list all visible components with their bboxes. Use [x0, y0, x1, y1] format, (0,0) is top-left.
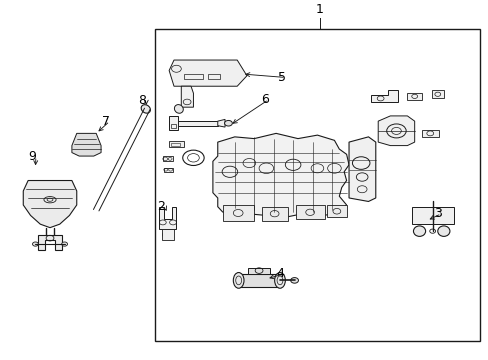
Polygon shape	[212, 133, 348, 217]
Bar	[326, 205, 346, 217]
Text: 5: 5	[277, 71, 285, 84]
Polygon shape	[169, 121, 217, 126]
Polygon shape	[431, 90, 443, 98]
Polygon shape	[370, 90, 397, 102]
Text: 7: 7	[102, 114, 110, 128]
Polygon shape	[169, 141, 183, 147]
Polygon shape	[348, 137, 375, 202]
Polygon shape	[181, 86, 193, 107]
Ellipse shape	[437, 226, 449, 237]
Bar	[170, 124, 176, 128]
Text: 8: 8	[138, 94, 146, 107]
Bar	[162, 229, 174, 240]
Bar	[238, 274, 280, 287]
Circle shape	[61, 242, 67, 246]
Polygon shape	[407, 93, 421, 100]
Bar	[295, 205, 324, 219]
Polygon shape	[169, 60, 246, 86]
Text: 6: 6	[261, 93, 268, 106]
Polygon shape	[217, 120, 224, 127]
Ellipse shape	[141, 105, 150, 113]
Circle shape	[32, 242, 38, 246]
Ellipse shape	[163, 230, 172, 239]
Circle shape	[224, 121, 232, 126]
Bar	[154, 28, 479, 341]
Ellipse shape	[437, 209, 449, 221]
Bar	[183, 74, 203, 79]
Polygon shape	[169, 116, 178, 130]
Bar	[222, 205, 254, 221]
Bar	[207, 74, 220, 79]
Polygon shape	[163, 156, 172, 161]
Text: 9: 9	[28, 149, 36, 163]
Polygon shape	[23, 180, 77, 228]
Polygon shape	[72, 133, 101, 156]
Polygon shape	[421, 130, 438, 137]
Text: 1: 1	[315, 3, 323, 16]
Polygon shape	[377, 116, 414, 145]
Text: 3: 3	[433, 207, 441, 220]
Polygon shape	[248, 268, 270, 274]
Circle shape	[290, 278, 298, 283]
Ellipse shape	[233, 273, 244, 288]
Ellipse shape	[413, 209, 425, 221]
Polygon shape	[159, 207, 176, 229]
Polygon shape	[411, 207, 453, 224]
Ellipse shape	[413, 226, 425, 237]
Ellipse shape	[174, 105, 183, 113]
Bar	[261, 207, 287, 221]
Polygon shape	[38, 235, 62, 250]
Bar	[171, 143, 180, 146]
Polygon shape	[164, 168, 172, 172]
Text: 2: 2	[157, 200, 164, 213]
Ellipse shape	[274, 273, 285, 288]
Text: 4: 4	[276, 267, 284, 280]
